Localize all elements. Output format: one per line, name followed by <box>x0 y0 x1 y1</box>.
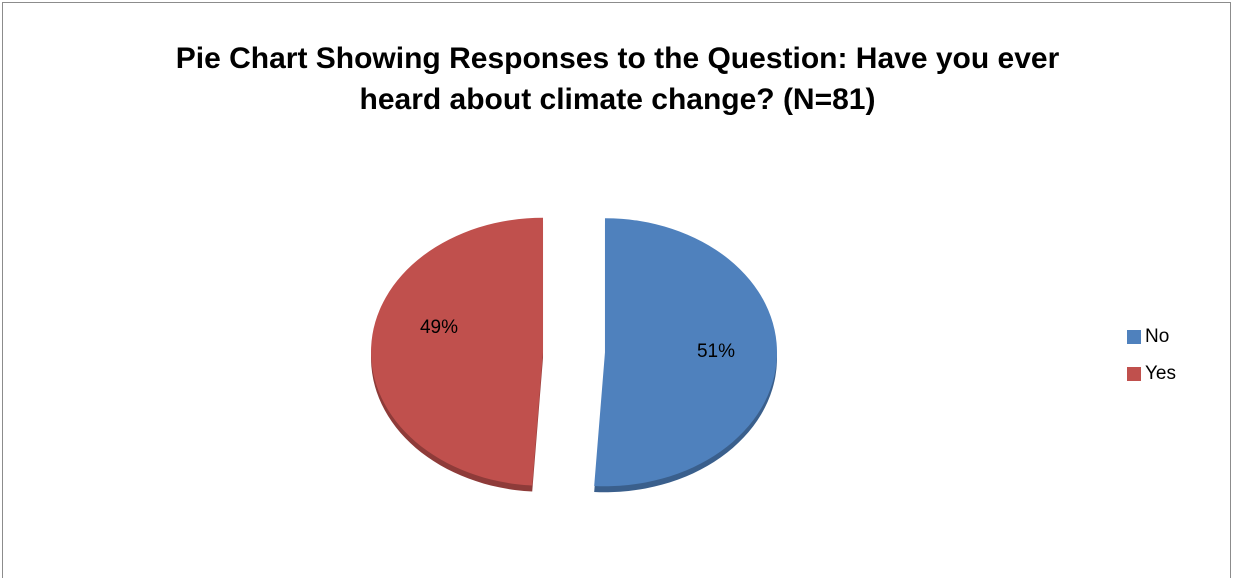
chart-title-line-2: heard about climate change? (N=81) <box>359 83 876 116</box>
legend-label-no: No <box>1145 326 1170 347</box>
legend-item-yes: Yes <box>1127 359 1176 389</box>
pie-label-yes: 49% <box>420 317 458 338</box>
legend: No Yes <box>1127 322 1176 396</box>
legend-swatch-no <box>1127 330 1141 344</box>
pie-slice-no <box>594 218 777 487</box>
legend-swatch-yes <box>1127 367 1141 381</box>
legend-label-yes: Yes <box>1145 363 1176 384</box>
legend-item-no: No <box>1127 322 1176 352</box>
chart-title-line-1: Pie Chart Showing Responses to the Quest… <box>175 42 1060 75</box>
chart-title: Pie Chart Showing Responses to the Quest… <box>0 38 1235 120</box>
pie-slice-yes <box>371 217 544 486</box>
pie-label-no: 51% <box>697 341 735 362</box>
